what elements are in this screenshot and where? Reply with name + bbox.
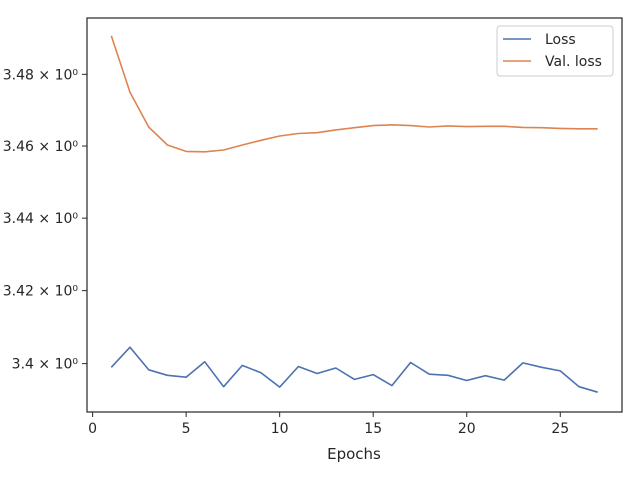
plot-frame (86, 17, 623, 413)
x-tick-label: 15 (364, 421, 382, 437)
y-tick-label: 3.42 × 10⁰ (3, 284, 79, 300)
x-axis: 0 5 10 15 20 25 (88, 412, 569, 437)
x-tick-label: 20 (458, 421, 476, 437)
series-line-val-loss (110, 35, 598, 153)
y-tick-label: 3.48 × 10⁰ (3, 67, 79, 83)
y-axis: 3.4 × 10⁰ 3.42 × 10⁰ 3.44 × 10⁰ 3.46 × 10⁰ 3… (3, 67, 87, 373)
plot-area (86, 17, 623, 413)
legend-label-val-loss: Val. loss (545, 54, 602, 70)
legend: Loss Val. loss (496, 25, 614, 77)
x-tick-label: 10 (271, 421, 289, 437)
x-tick-label: 5 (182, 421, 191, 437)
x-tick-label: 25 (551, 421, 569, 437)
y-tick-label: 3.46 × 10⁰ (3, 139, 79, 155)
y-tick-label: 3.4 × 10⁰ (12, 357, 79, 373)
series-layer (110, 35, 598, 393)
x-axis-title: Epochs (327, 445, 381, 463)
x-tick-label: 0 (88, 421, 97, 437)
series-line-loss (110, 346, 598, 393)
y-tick-label: 3.44 × 10⁰ (3, 211, 79, 227)
legend-label-loss: Loss (545, 32, 576, 48)
